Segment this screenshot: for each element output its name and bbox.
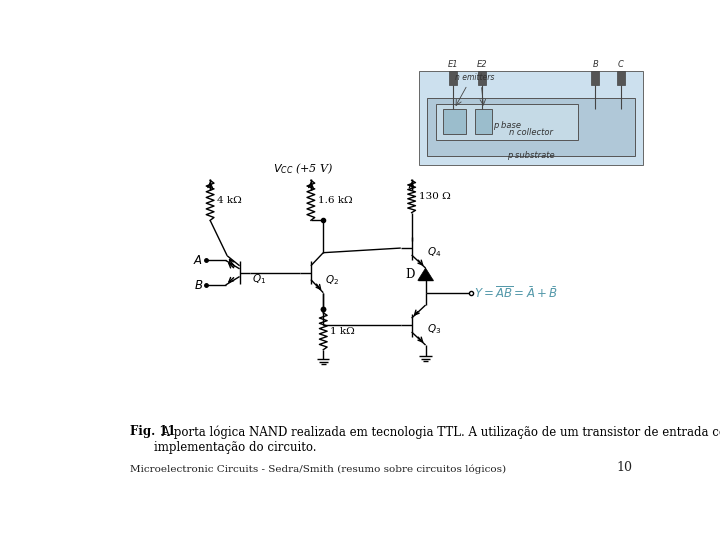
Text: 4 kΩ: 4 kΩ — [217, 196, 242, 205]
Text: E2: E2 — [477, 60, 487, 70]
Text: 1 kΩ: 1 kΩ — [330, 327, 355, 336]
Bar — [449, 71, 456, 85]
Text: E1: E1 — [447, 60, 458, 70]
Text: $B$: $B$ — [194, 279, 203, 292]
Text: p substrate: p substrate — [507, 151, 555, 160]
Text: 130 Ω: 130 Ω — [418, 192, 450, 201]
Bar — [443, 109, 466, 134]
Bar — [617, 71, 625, 85]
Text: n collector: n collector — [509, 129, 553, 138]
Text: $Q_1$: $Q_1$ — [252, 272, 266, 286]
Text: $Q_2$: $Q_2$ — [325, 273, 339, 287]
Text: $Y = \overline{AB} = \bar{A} + \bar{B}$: $Y = \overline{AB} = \bar{A} + \bar{B}$ — [474, 285, 558, 301]
Bar — [427, 98, 635, 156]
Bar — [436, 104, 578, 140]
Text: D: D — [405, 268, 415, 281]
Text: 10: 10 — [616, 462, 632, 475]
Bar — [419, 71, 642, 165]
Text: p base: p base — [493, 121, 521, 130]
Text: B: B — [593, 60, 598, 70]
Text: Fig. 11: Fig. 11 — [130, 425, 176, 438]
Text: $Q_3$: $Q_3$ — [427, 322, 441, 336]
Bar — [591, 71, 599, 85]
Bar — [478, 71, 486, 85]
Text: n emitters: n emitters — [456, 73, 495, 82]
Bar — [475, 109, 492, 134]
Text: 1.6 kΩ: 1.6 kΩ — [318, 196, 353, 205]
Polygon shape — [418, 268, 433, 280]
Text: A porta lógica NAND realizada em tecnologia TTL. A utilização de um transistor d: A porta lógica NAND realizada em tecnolo… — [154, 425, 720, 454]
Text: C: C — [618, 60, 624, 70]
Text: $V_{CC}$ (+5 V): $V_{CC}$ (+5 V) — [273, 162, 333, 177]
Text: Microelectronic Circuits - Sedra/Smith (resumo sobre circuitos lógicos): Microelectronic Circuits - Sedra/Smith (… — [130, 465, 506, 475]
Text: $A$: $A$ — [193, 254, 203, 267]
Text: $Q_4$: $Q_4$ — [427, 245, 441, 259]
